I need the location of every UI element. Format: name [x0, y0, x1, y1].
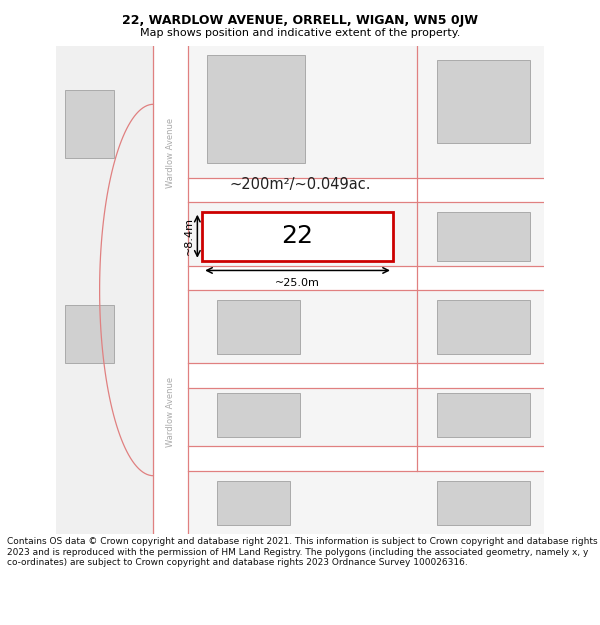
Bar	[154, 46, 188, 534]
Text: 22: 22	[281, 224, 314, 248]
Bar	[437, 481, 530, 524]
Bar	[437, 392, 530, 437]
Bar	[207, 56, 305, 163]
Text: ~25.0m: ~25.0m	[275, 278, 320, 288]
Bar	[188, 446, 544, 471]
Bar	[188, 266, 544, 290]
Text: Wardlow Avenue: Wardlow Avenue	[166, 377, 175, 448]
Bar	[56, 46, 154, 534]
Text: Wardlow Avenue: Wardlow Avenue	[166, 118, 175, 188]
Polygon shape	[100, 104, 154, 476]
Text: Contains OS data © Crown copyright and database right 2021. This information is : Contains OS data © Crown copyright and d…	[7, 538, 598, 568]
Bar	[217, 300, 300, 354]
Text: ~8.4m: ~8.4m	[184, 217, 193, 255]
Bar	[217, 481, 290, 524]
Text: ~200m²/~0.049ac.: ~200m²/~0.049ac.	[229, 177, 371, 192]
Bar	[188, 177, 544, 202]
Text: Map shows position and indicative extent of the property.: Map shows position and indicative extent…	[140, 28, 460, 38]
Bar	[202, 212, 393, 261]
Bar	[437, 60, 530, 143]
Bar	[437, 300, 530, 354]
Bar	[188, 363, 544, 388]
Bar	[65, 304, 114, 363]
Bar	[217, 392, 300, 437]
Bar	[437, 212, 530, 261]
Bar	[65, 89, 114, 158]
Text: 22, WARDLOW AVENUE, ORRELL, WIGAN, WN5 0JW: 22, WARDLOW AVENUE, ORRELL, WIGAN, WN5 0…	[122, 14, 478, 27]
